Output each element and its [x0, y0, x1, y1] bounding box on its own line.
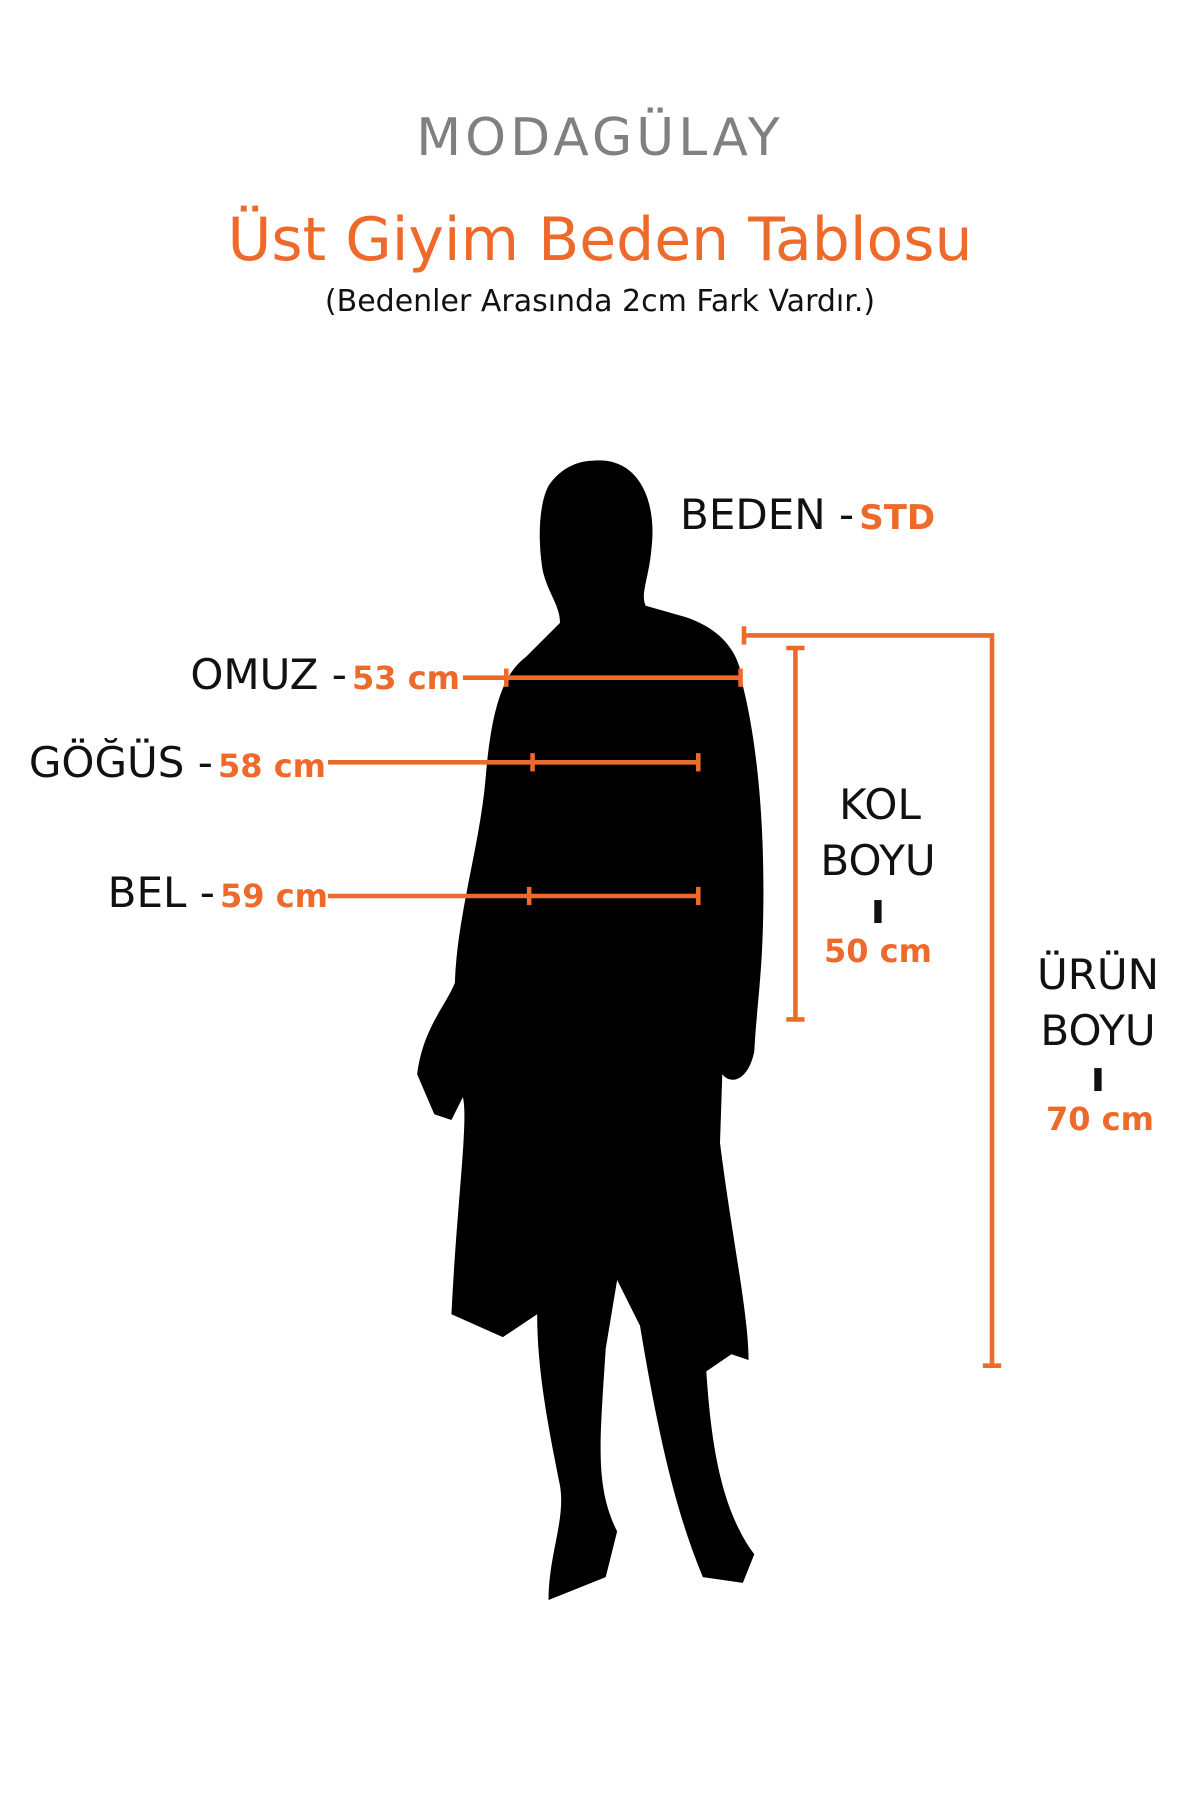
shoulder-row: OMUZ - 53 cm	[190, 650, 460, 699]
length-label-1: ÜRÜN	[1036, 950, 1160, 999]
chest-row: GÖĞÜS - 58 cm	[29, 738, 326, 787]
sleeve-value: 50 cm	[824, 932, 932, 970]
sleeve-separator: ı	[870, 884, 886, 933]
shoulder-label: OMUZ -	[190, 650, 347, 699]
chest-value: 58 cm	[218, 747, 326, 785]
waist-value: 59 cm	[220, 877, 328, 915]
brand-logo: MODAGÜLAY	[416, 108, 784, 168]
size-row: BEDEN - STD	[680, 490, 935, 539]
length-separator: ı	[1090, 1052, 1106, 1101]
model-silhouette	[417, 460, 764, 1600]
size-value: STD	[859, 498, 936, 538]
shoulder-value: 53 cm	[352, 659, 460, 697]
waist-measure-line	[328, 886, 701, 906]
length-label-2: BOYU	[1040, 1006, 1156, 1055]
chest-label: GÖĞÜS -	[28, 738, 213, 787]
waist-row: BEL - 59 cm	[108, 868, 328, 917]
page-subtitle: (Bedenler Arasında 2cm Fark Vardır.)	[324, 284, 876, 319]
length-value: 70 cm	[1046, 1100, 1154, 1138]
chest-measure-line	[328, 753, 701, 772]
sleeve-length-line	[786, 645, 805, 1022]
sleeve-label-2: BOYU	[820, 836, 936, 885]
size-label: BEDEN -	[680, 490, 855, 539]
sleeve-label-1: KOL	[839, 780, 921, 829]
page-title: Üst Giyim Beden Tablosu	[227, 205, 973, 275]
product-length-line	[741, 626, 1002, 1368]
waist-label: BEL -	[107, 868, 215, 917]
shoulder-measure-line	[462, 668, 743, 687]
